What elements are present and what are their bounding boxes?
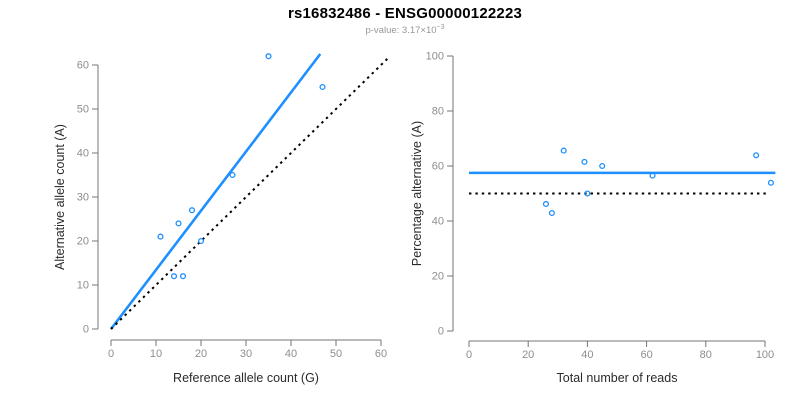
x-tick-label: 20 — [522, 349, 534, 361]
x-axis-title: Total number of reads — [557, 371, 678, 385]
y-tick-label: 50 — [77, 104, 89, 116]
y-tick-label: 0 — [83, 324, 89, 336]
y-tick-label: 10 — [77, 280, 89, 292]
y-tick-label: 100 — [426, 51, 444, 63]
data-points — [157, 53, 326, 280]
data-point — [157, 233, 164, 240]
x-axis: 0 10 20 30 40 50 60 Reference allele count (G) — [108, 339, 387, 385]
data-point — [179, 273, 187, 280]
percentage-vs-reads-scatter: 0 20 40 60 80 100 Total number of reads 0 20 40 60… — [410, 51, 776, 385]
x-tick-label: 100 — [756, 349, 774, 361]
data-point — [560, 147, 567, 154]
y-axis-title: Alternative allele count (A) — [53, 124, 67, 270]
y-axis: 0 10 20 30 40 50 60 Alternative allele count (A… — [53, 60, 99, 336]
data-point — [319, 83, 326, 91]
identity-line — [110, 55, 391, 330]
pvalue-exponent: −3 — [436, 24, 445, 31]
x-tick-label: 0 — [466, 349, 472, 361]
data-point — [188, 207, 196, 214]
data-point — [599, 162, 606, 170]
y-axis: 0 20 40 60 80 100 Percentage alternative (A) — [410, 51, 454, 338]
data-point — [581, 158, 588, 165]
y-axis-title: Percentage alternative (A) — [410, 121, 424, 266]
data-point — [170, 273, 178, 280]
x-tick-label: 60 — [375, 348, 387, 360]
data-point — [197, 237, 205, 245]
x-tick-label: 20 — [195, 348, 207, 360]
data-point — [767, 179, 774, 186]
y-tick-label: 60 — [77, 60, 89, 72]
data-point — [753, 152, 760, 159]
pvalue-subtitle: p-value: 3.17×10−3 — [0, 24, 800, 36]
data-point — [265, 53, 272, 60]
y-tick-label: 40 — [432, 216, 444, 228]
y-tick-label: 30 — [77, 192, 89, 204]
x-tick-label: 40 — [581, 349, 593, 361]
x-tick-label: 0 — [108, 348, 114, 360]
data-point — [175, 220, 182, 227]
y-tick-label: 40 — [77, 148, 89, 160]
data-point — [649, 172, 656, 179]
data-points — [542, 147, 774, 217]
x-tick-label: 40 — [285, 348, 297, 360]
y-tick-label: 20 — [77, 236, 89, 248]
x-tick-label: 10 — [150, 348, 162, 360]
x-tick-label: 80 — [700, 349, 712, 361]
y-tick-label: 80 — [432, 106, 444, 118]
x-tick-label: 30 — [240, 348, 252, 360]
data-point — [584, 190, 591, 197]
x-axis: 0 20 40 60 80 100 Total number of reads — [466, 340, 774, 385]
data-point — [229, 171, 236, 179]
pvalue-text: p-value: 3.17×10 — [365, 25, 437, 37]
data-point — [542, 200, 550, 208]
y-tick-label: 60 — [432, 161, 444, 173]
fit-line — [109, 53, 322, 330]
x-tick-label: 50 — [330, 348, 342, 360]
data-point — [548, 209, 555, 217]
x-tick-label: 60 — [640, 349, 652, 361]
page-title: rs16832486 - ENSG00000122223 — [287, 5, 523, 22]
y-tick-label: 20 — [432, 271, 444, 283]
x-axis-title: Reference allele count (G) — [173, 371, 319, 385]
y-tick-label: 0 — [438, 326, 444, 338]
